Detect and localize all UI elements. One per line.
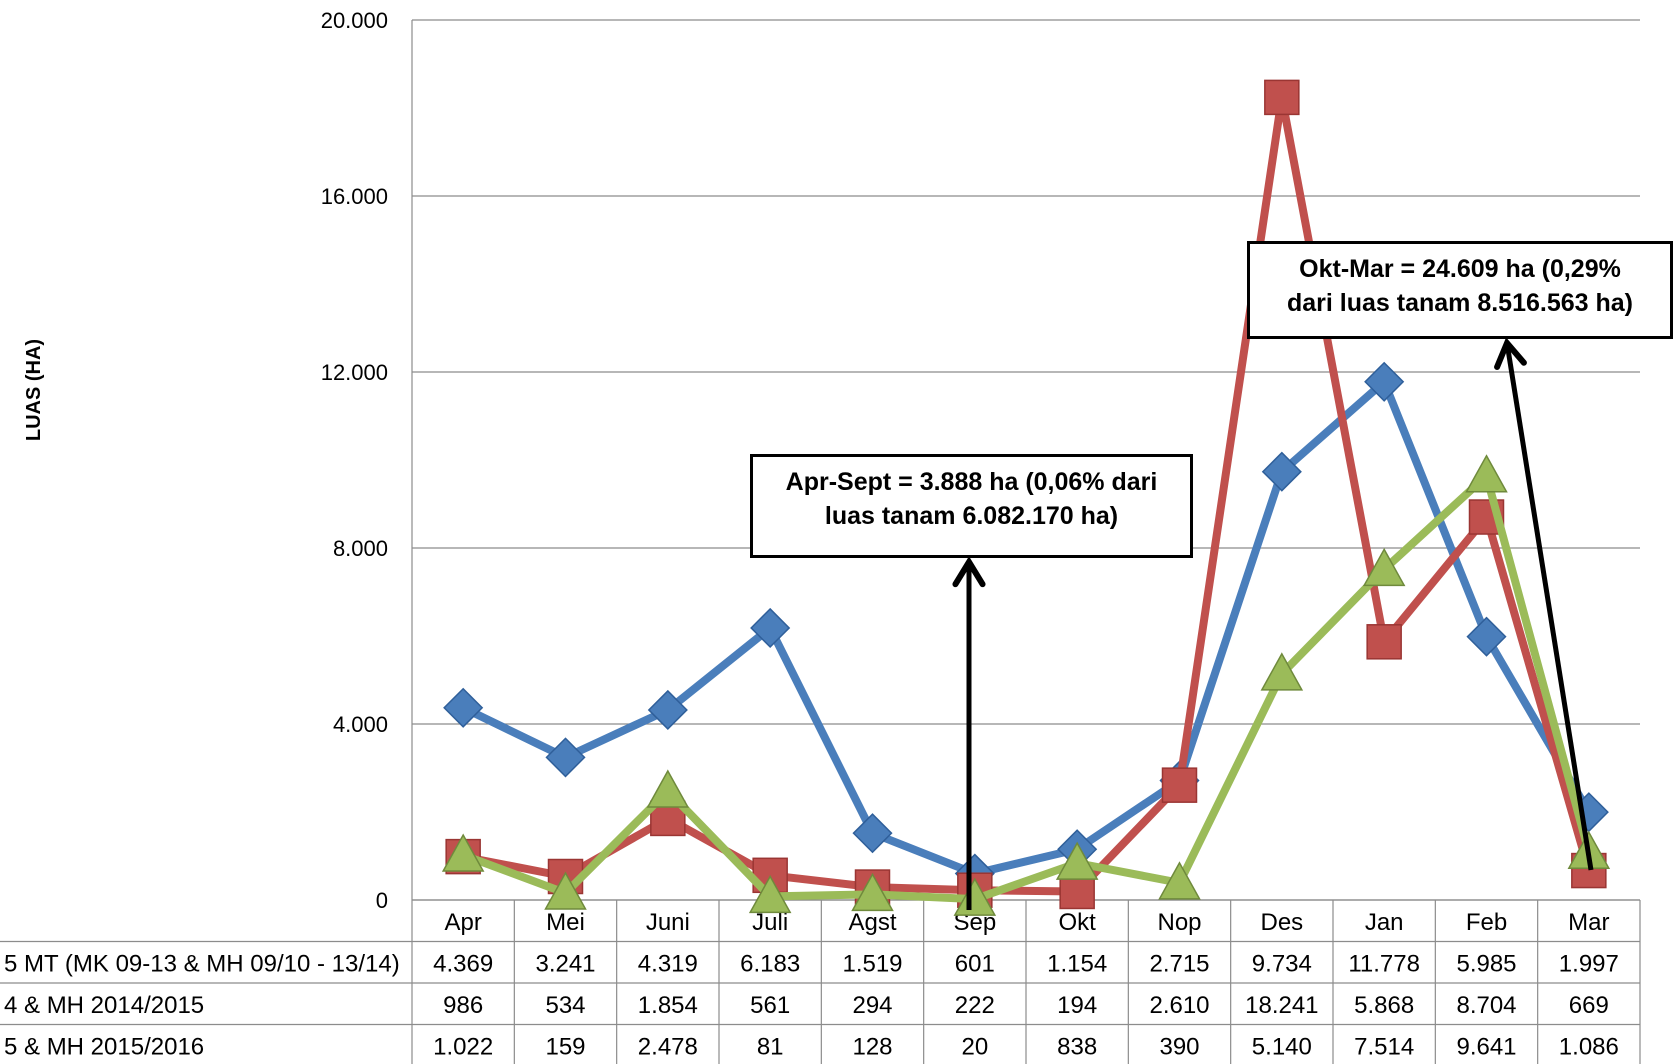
square-marker: [1059, 873, 1095, 910]
square-marker: [1264, 79, 1300, 116]
data-table: Apr Mei Juni Juli Agst Sep Okt Nop Des Jan Feb Mar5…: [0, 899, 1641, 1064]
data-label: 128: [852, 1034, 892, 1061]
data-label: 11.778: [1348, 951, 1420, 978]
annotation-okt-mar: Okt-Mar = 24.609 ha (0,29% dari luas tan…: [1247, 241, 1673, 339]
x-tick-label: Juli: [752, 909, 788, 936]
data-label: 20: [961, 1034, 988, 1061]
x-tick-label: Mar: [1568, 909, 1609, 936]
arrow-apr-sept: [952, 556, 986, 910]
square-marker: [1366, 624, 1402, 660]
arrow-shaft: [1504, 342, 1594, 871]
x-tick-label: Feb: [1466, 909, 1507, 936]
annotation-arrows: [952, 337, 1594, 910]
data-label: 81: [757, 1034, 784, 1061]
triangle-marker: [1158, 861, 1201, 900]
series-row-label: 5 & MH 2015/2016: [4, 1034, 204, 1061]
diamond-marker: [545, 737, 586, 778]
y-tick-label: 12.000: [321, 360, 388, 385]
series-1: [443, 361, 1609, 894]
y-axis-ticks: 0 4.000 8.000 12.000 16.000 20.000: [321, 8, 388, 913]
annotation-apr-sept-line-2: luas tanam 6.082.170 ha): [824, 502, 1119, 530]
diamond-marker: [750, 607, 791, 649]
data-label: 838: [1057, 1034, 1097, 1061]
diamond-marker: [1466, 616, 1507, 657]
series-line: [461, 471, 1593, 904]
data-label: 9.734: [1252, 951, 1312, 978]
annotation-apr-sept-line-1: Apr-Sept = 3.888 ha (0,06% dari: [785, 468, 1158, 496]
x-tick-label: Des: [1260, 909, 1303, 936]
data-label: 4.319: [638, 951, 698, 978]
data-label: 669: [1569, 992, 1609, 1019]
x-tick-label: Juni: [646, 909, 690, 936]
x-tick-label: Jan: [1365, 909, 1404, 936]
data-label: 194: [1057, 992, 1097, 1019]
y-tick-label: 20.000: [321, 8, 388, 33]
triangle-marker: [1465, 454, 1508, 493]
triangle-marker: [1260, 652, 1304, 691]
x-tick-label: Mei: [546, 909, 585, 936]
x-tick-label: Apr: [444, 909, 481, 936]
series-row-label: 5 MT (MK 09-13 & MH 09/10 - 13/14): [4, 951, 400, 978]
data-label: 9.641: [1456, 1034, 1516, 1061]
x-tick-label: Agst: [848, 909, 896, 936]
data-label: 5.868: [1354, 992, 1414, 1019]
data-label: 534: [545, 992, 585, 1019]
data-label: 561: [750, 992, 790, 1019]
triangle-marker: [953, 877, 997, 916]
data-label: 3.241: [535, 951, 595, 978]
y-axis-label: LUAS (HA): [23, 339, 45, 441]
arrow-head: [1494, 337, 1527, 371]
diamond-marker: [1364, 361, 1405, 402]
data-label: 1.997: [1559, 951, 1619, 978]
data-label: 5.985: [1456, 951, 1516, 978]
data-label: 601: [955, 951, 995, 978]
data-label: 2.610: [1149, 992, 1209, 1019]
triangle-marker: [1055, 841, 1099, 880]
x-tick-label: Okt: [1058, 909, 1096, 936]
diamond-marker: [443, 687, 484, 728]
y-tick-label: 8.000: [333, 536, 388, 561]
data-label: 2.478: [638, 1034, 698, 1061]
triangle-marker: [544, 871, 587, 910]
y-tick-label: 4.000: [333, 712, 388, 737]
series-lines: [441, 79, 1611, 916]
triangle-marker: [748, 874, 792, 914]
data-label: 1.086: [1559, 1034, 1619, 1061]
data-label: 390: [1159, 1034, 1199, 1061]
triangle-marker: [851, 872, 894, 912]
arrow-head: [952, 556, 986, 588]
square-marker: [1161, 767, 1198, 803]
data-label: 986: [443, 992, 483, 1019]
diamond-marker: [852, 813, 893, 854]
x-tick-label: Nop: [1157, 909, 1201, 936]
data-label: 2.715: [1149, 951, 1209, 978]
annotation-okt-mar-line-1: Okt-Mar = 24.609 ha (0,29%: [1299, 255, 1621, 283]
series-line: [461, 377, 1593, 878]
data-label: 8.704: [1456, 992, 1516, 1019]
triangle-marker: [646, 769, 690, 808]
data-label: 159: [545, 1034, 585, 1061]
data-label: 294: [852, 992, 892, 1019]
series-row-label: 4 & MH 2014/2015: [4, 992, 204, 1019]
data-label: 1.022: [433, 1034, 493, 1061]
diamond-marker: [1261, 451, 1302, 492]
data-label: 18.241: [1245, 992, 1318, 1019]
diamond-marker: [647, 689, 688, 731]
data-label: 5.140: [1252, 1034, 1312, 1061]
data-label: 6.183: [740, 951, 800, 978]
data-label: 222: [955, 992, 995, 1019]
data-label: 1.519: [842, 951, 902, 978]
y-tick-label: 0: [376, 888, 388, 913]
data-label: 1.154: [1047, 951, 1107, 978]
annotation-okt-mar-line-2: dari luas tanam 8.516.563 ha): [1286, 289, 1633, 317]
data-label: 4.369: [433, 951, 493, 978]
annotation-apr-sept: Apr-Sept = 3.888 ha (0,06% dari luas tan…: [750, 454, 1193, 558]
triangle-marker: [441, 833, 485, 872]
arrow-okt-mar: [1494, 337, 1594, 871]
y-tick-label: 16.000: [321, 184, 388, 209]
data-label: 7.514: [1354, 1034, 1414, 1061]
triangle-marker: [1362, 547, 1406, 587]
data-label: 1.854: [638, 992, 698, 1019]
